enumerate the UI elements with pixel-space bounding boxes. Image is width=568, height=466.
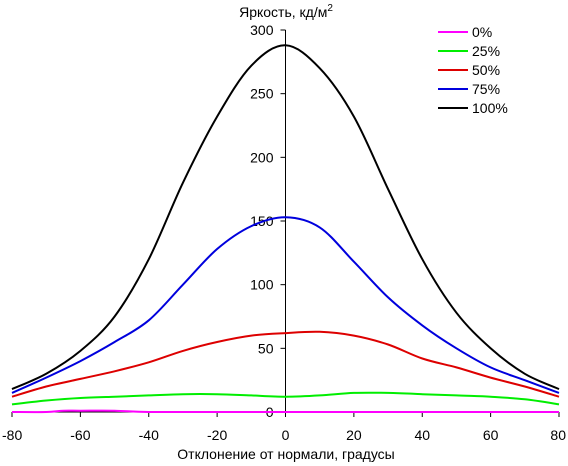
legend-label-4: 100% [472,100,508,116]
series-line-4 [11,44,560,391]
series-line-0 [11,409,559,414]
x-tick-label: 60 [483,427,499,443]
legend-label-1: 25% [472,43,500,59]
x-tick-label: -40 [139,427,159,443]
x-tick-label: 20 [346,427,362,443]
series-line-2 [11,330,560,398]
x-tick-label: 0 [282,427,290,443]
legend-label-3: 75% [472,81,500,97]
y-tick-label: 100 [250,277,274,293]
x-tick-label: 40 [414,427,430,443]
x-axis-title: Отклонение от нормали, градусы [177,446,394,462]
series-line-1 [11,391,560,406]
y-tick-label: 200 [250,149,274,165]
y-tick-label: 50 [258,340,274,356]
x-tick-label: -80 [2,427,22,443]
series-layer [11,44,560,414]
legend-label-0: 0% [472,24,492,40]
series-line-3 [11,216,560,394]
y-tick-label: 250 [250,86,274,102]
x-tick-label: -60 [70,427,90,443]
x-tick-label: -20 [207,427,227,443]
legend: 0% 25% 50% 75% 100% [438,24,508,116]
legend-label-2: 50% [472,62,500,78]
x-tick-label: 80 [550,427,566,443]
y-tick-label: 300 [250,22,274,38]
y-axis-title: Яркость, кд/м2 [239,3,333,20]
